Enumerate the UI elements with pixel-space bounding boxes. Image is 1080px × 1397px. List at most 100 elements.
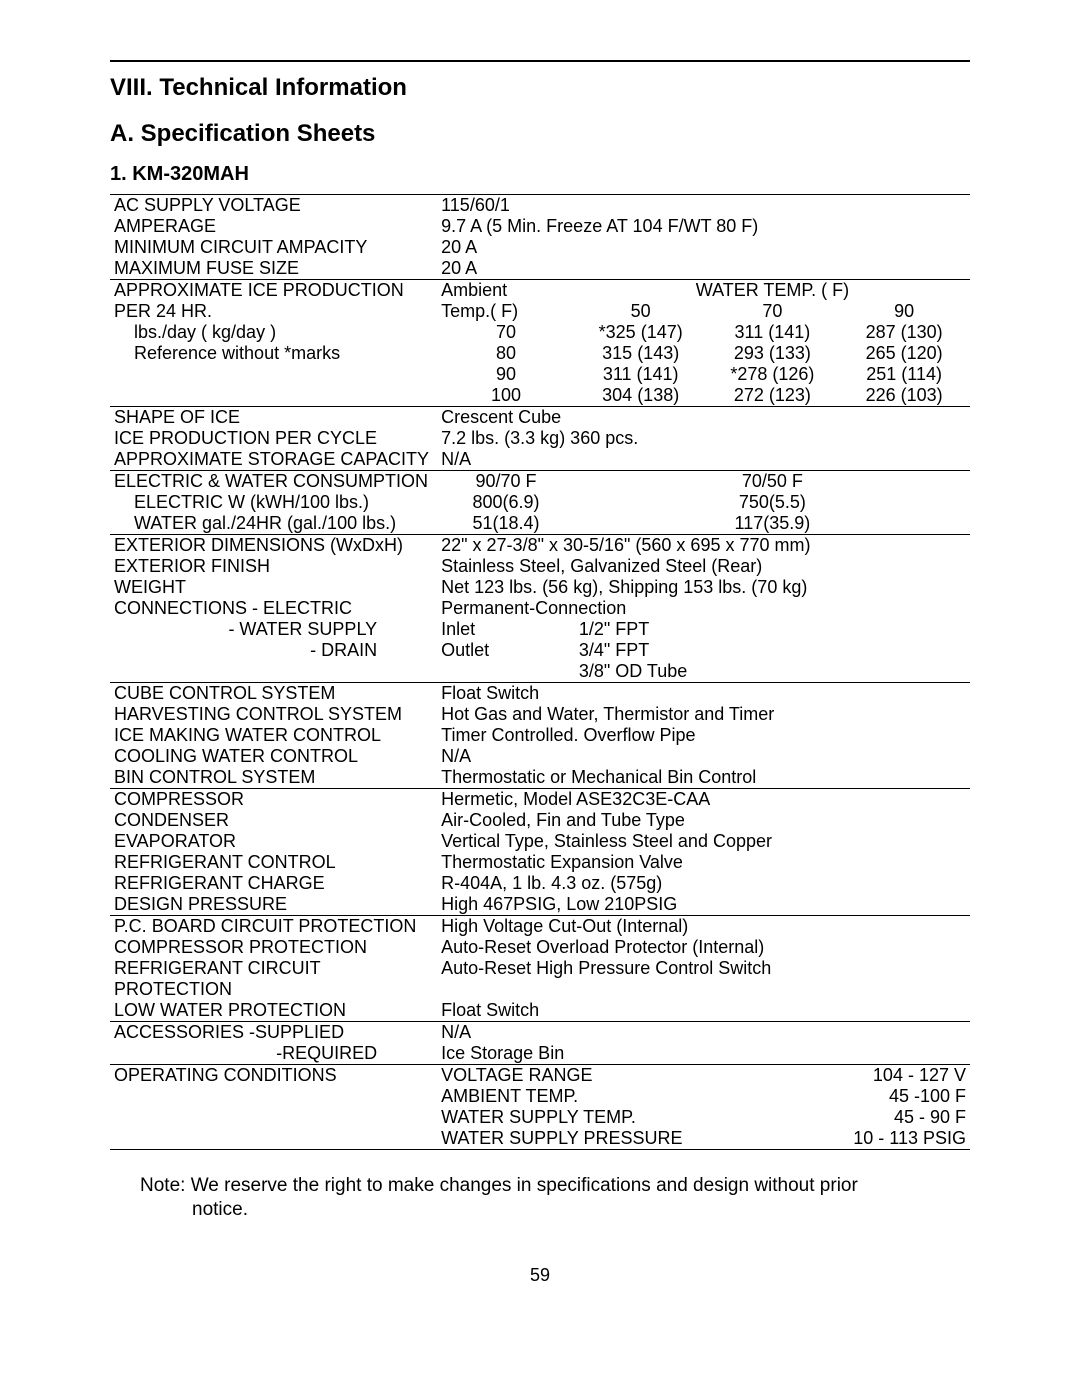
value-ac-supply-voltage: 115/60/1 <box>437 195 970 217</box>
section-heading: VIII. Technical Information <box>110 74 970 102</box>
water-b: 117(35.9) <box>707 513 839 535</box>
label-operating: OPERATING CONDITIONS <box>110 1064 437 1086</box>
electric-b: 750(5.5) <box>707 492 839 513</box>
operating-row2-k: WATER SUPPLY TEMP. <box>437 1107 706 1128</box>
ice-production-col-70: 70 <box>707 301 839 322</box>
value-cooling-water: N/A <box>437 746 970 767</box>
value-accessories-supplied: N/A <box>437 1021 970 1043</box>
ice-row0-v0: *325 (147) <box>575 322 707 343</box>
label-pcb-protection: P.C. BOARD CIRCUIT PROTECTION <box>110 916 437 938</box>
operating-row1-k: AMBIENT TEMP. <box>437 1086 706 1107</box>
label-condenser: CONDENSER <box>110 810 437 831</box>
water-a: 51(18.4) <box>437 513 575 535</box>
label-accessories-required: -REQUIRED <box>110 1043 437 1065</box>
value-bin-control: Thermostatic or Mechanical Bin Control <box>437 767 970 789</box>
label-refrigerant-charge: REFRIGERANT CHARGE <box>110 873 437 894</box>
value-design-pressure: High 467PSIG, Low 210PSIG <box>437 894 970 916</box>
label-connections-electric: CONNECTIONS - ELECTRIC <box>110 598 437 619</box>
top-rule <box>110 60 970 62</box>
note-prefix: Note: <box>140 1175 185 1196</box>
value-refrigerant-control: Thermostatic Expansion Valve <box>437 852 970 873</box>
label-cube-control: CUBE CONTROL SYSTEM <box>110 683 437 705</box>
label-cooling-water: COOLING WATER CONTROL <box>110 746 437 767</box>
label-min-circuit-ampacity: MINIMUM CIRCUIT AMPACITY <box>110 237 437 258</box>
label-compressor-protection: COMPRESSOR PROTECTION <box>110 937 437 958</box>
value-max-fuse-size: 20 A <box>437 258 970 280</box>
label-amperage: AMPERAGE <box>110 216 437 237</box>
ice-row3-v1: 272 (123) <box>707 385 839 407</box>
value-ice-making-water: Timer Controlled. Overflow Pipe <box>437 725 970 746</box>
spec-table: AC SUPPLY VOLTAGE 115/60/1 AMPERAGE 9.7 … <box>110 194 970 1149</box>
note-body: We reserve the right to make changes in … <box>191 1175 858 1196</box>
label-max-fuse-size: MAXIMUM FUSE SIZE <box>110 258 437 280</box>
label-compressor: COMPRESSOR <box>110 789 437 811</box>
connections-water-inlet: Inlet <box>437 619 575 640</box>
value-compressor-protection: Auto-Reset Overload Protector (Internal) <box>437 937 970 958</box>
label-bin-control: BIN CONTROL SYSTEM <box>110 767 437 789</box>
value-finish: Stainless Steel, Galvanized Steel (Rear) <box>437 556 970 577</box>
label-dimensions: EXTERIOR DIMENSIONS (WxDxH) <box>110 535 437 557</box>
label-low-water-protection: LOW WATER PROTECTION <box>110 1000 437 1022</box>
label-design-pressure: DESIGN PRESSURE <box>110 894 437 916</box>
label-ice-making-water: ICE MAKING WATER CONTROL <box>110 725 437 746</box>
connections-drain-size: 3/4" FPT <box>575 640 970 661</box>
ice-row0-temp: 70 <box>437 322 575 343</box>
value-shape-of-ice: Crescent Cube <box>437 407 970 429</box>
connections-drain-extra: 3/8" OD Tube <box>575 661 970 683</box>
ice-row2-temp: 90 <box>437 364 575 385</box>
value-condenser: Air-Cooled, Fin and Tube Type <box>437 810 970 831</box>
label-water-consumption: WATER gal./24HR (gal./100 lbs.) <box>110 513 437 535</box>
label-evaporator: EVAPORATOR <box>110 831 437 852</box>
label-shape-of-ice: SHAPE OF ICE <box>110 407 437 429</box>
ice-row2-v0: 311 (141) <box>575 364 707 385</box>
value-compressor: Hermetic, Model ASE32C3E-CAA <box>437 789 970 811</box>
ice-row2-v2: 251 (114) <box>838 364 970 385</box>
value-pcb-protection: High Voltage Cut-Out (Internal) <box>437 916 970 938</box>
ice-row0-v1: 311 (141) <box>707 322 839 343</box>
label-refrigerant-protection: REFRIGERANT CIRCUIT PROTECTION <box>110 958 437 999</box>
value-refrigerant-protection: Auto-Reset High Pressure Control Switch <box>437 958 970 999</box>
value-amperage: 9.7 A (5 Min. Freeze AT 104 F/WT 80 F) <box>437 216 970 237</box>
connections-water-size: 1/2" FPT <box>575 619 970 640</box>
label-accessories-supplied: ACCESSORIES -SUPPLIED <box>110 1021 437 1043</box>
label-electric-consumption: ELECTRIC W (kWH/100 lbs.) <box>110 492 437 513</box>
label-connections-drain: - DRAIN <box>110 640 437 661</box>
label-ice-production-sub1: lbs./day ( kg/day ) <box>110 322 437 343</box>
value-connections-electric: Permanent-Connection <box>437 598 970 619</box>
value-storage-capacity: N/A <box>437 449 970 471</box>
ice-row0-v2: 287 (130) <box>838 322 970 343</box>
label-ice-production-2: PER 24 HR. <box>110 301 437 322</box>
label-ac-supply-voltage: AC SUPPLY VOLTAGE <box>110 195 437 217</box>
page-number: 59 <box>110 1265 970 1286</box>
ice-row1-v2: 265 (120) <box>838 343 970 364</box>
ice-row1-v0: 315 (143) <box>575 343 707 364</box>
operating-row1-v: 45 -100 F <box>707 1086 970 1107</box>
value-weight: Net 123 lbs. (56 kg), Shipping 153 lbs. … <box>437 577 970 598</box>
value-evaporator: Vertical Type, Stainless Steel and Coppe… <box>437 831 970 852</box>
electric-a: 800(6.9) <box>437 492 575 513</box>
value-low-water-protection: Float Switch <box>437 1000 970 1022</box>
ice-row3-v2: 226 (103) <box>838 385 970 407</box>
label-storage-capacity: APPROXIMATE STORAGE CAPACITY <box>110 449 437 471</box>
label-finish: EXTERIOR FINISH <box>110 556 437 577</box>
ice-production-water-temp-header: WATER TEMP. ( F) <box>575 280 970 302</box>
ice-row1-v1: 293 (133) <box>707 343 839 364</box>
value-cube-control: Float Switch <box>437 683 970 705</box>
label-harvesting: HARVESTING CONTROL SYSTEM <box>110 704 437 725</box>
note-block: Note: We reserve the right to make chang… <box>140 1174 920 1223</box>
model-heading: 1. KM-320MAH <box>110 163 970 186</box>
value-dimensions: 22" x 27-3/8" x 30-5/16" (560 x 695 x 77… <box>437 535 970 557</box>
value-accessories-required: Ice Storage Bin <box>437 1043 970 1065</box>
ice-row2-v1: *278 (126) <box>707 364 839 385</box>
note-continuation: notice. <box>140 1198 920 1223</box>
ice-production-ambient-header: Ambient <box>437 280 575 302</box>
label-refrigerant-control: REFRIGERANT CONTROL <box>110 852 437 873</box>
operating-row0-k: VOLTAGE RANGE <box>437 1064 706 1086</box>
value-ice-per-cycle: 7.2 lbs. (3.3 kg) 360 pcs. <box>437 428 970 449</box>
value-harvesting: Hot Gas and Water, Thermistor and Timer <box>437 704 970 725</box>
label-ice-per-cycle: ICE PRODUCTION PER CYCLE <box>110 428 437 449</box>
value-refrigerant-charge: R-404A, 1 lb. 4.3 oz. (575g) <box>437 873 970 894</box>
operating-row3-k: WATER SUPPLY PRESSURE <box>437 1128 706 1150</box>
ice-production-tempf-header: Temp.( F) <box>437 301 575 322</box>
ice-row3-temp: 100 <box>437 385 575 407</box>
